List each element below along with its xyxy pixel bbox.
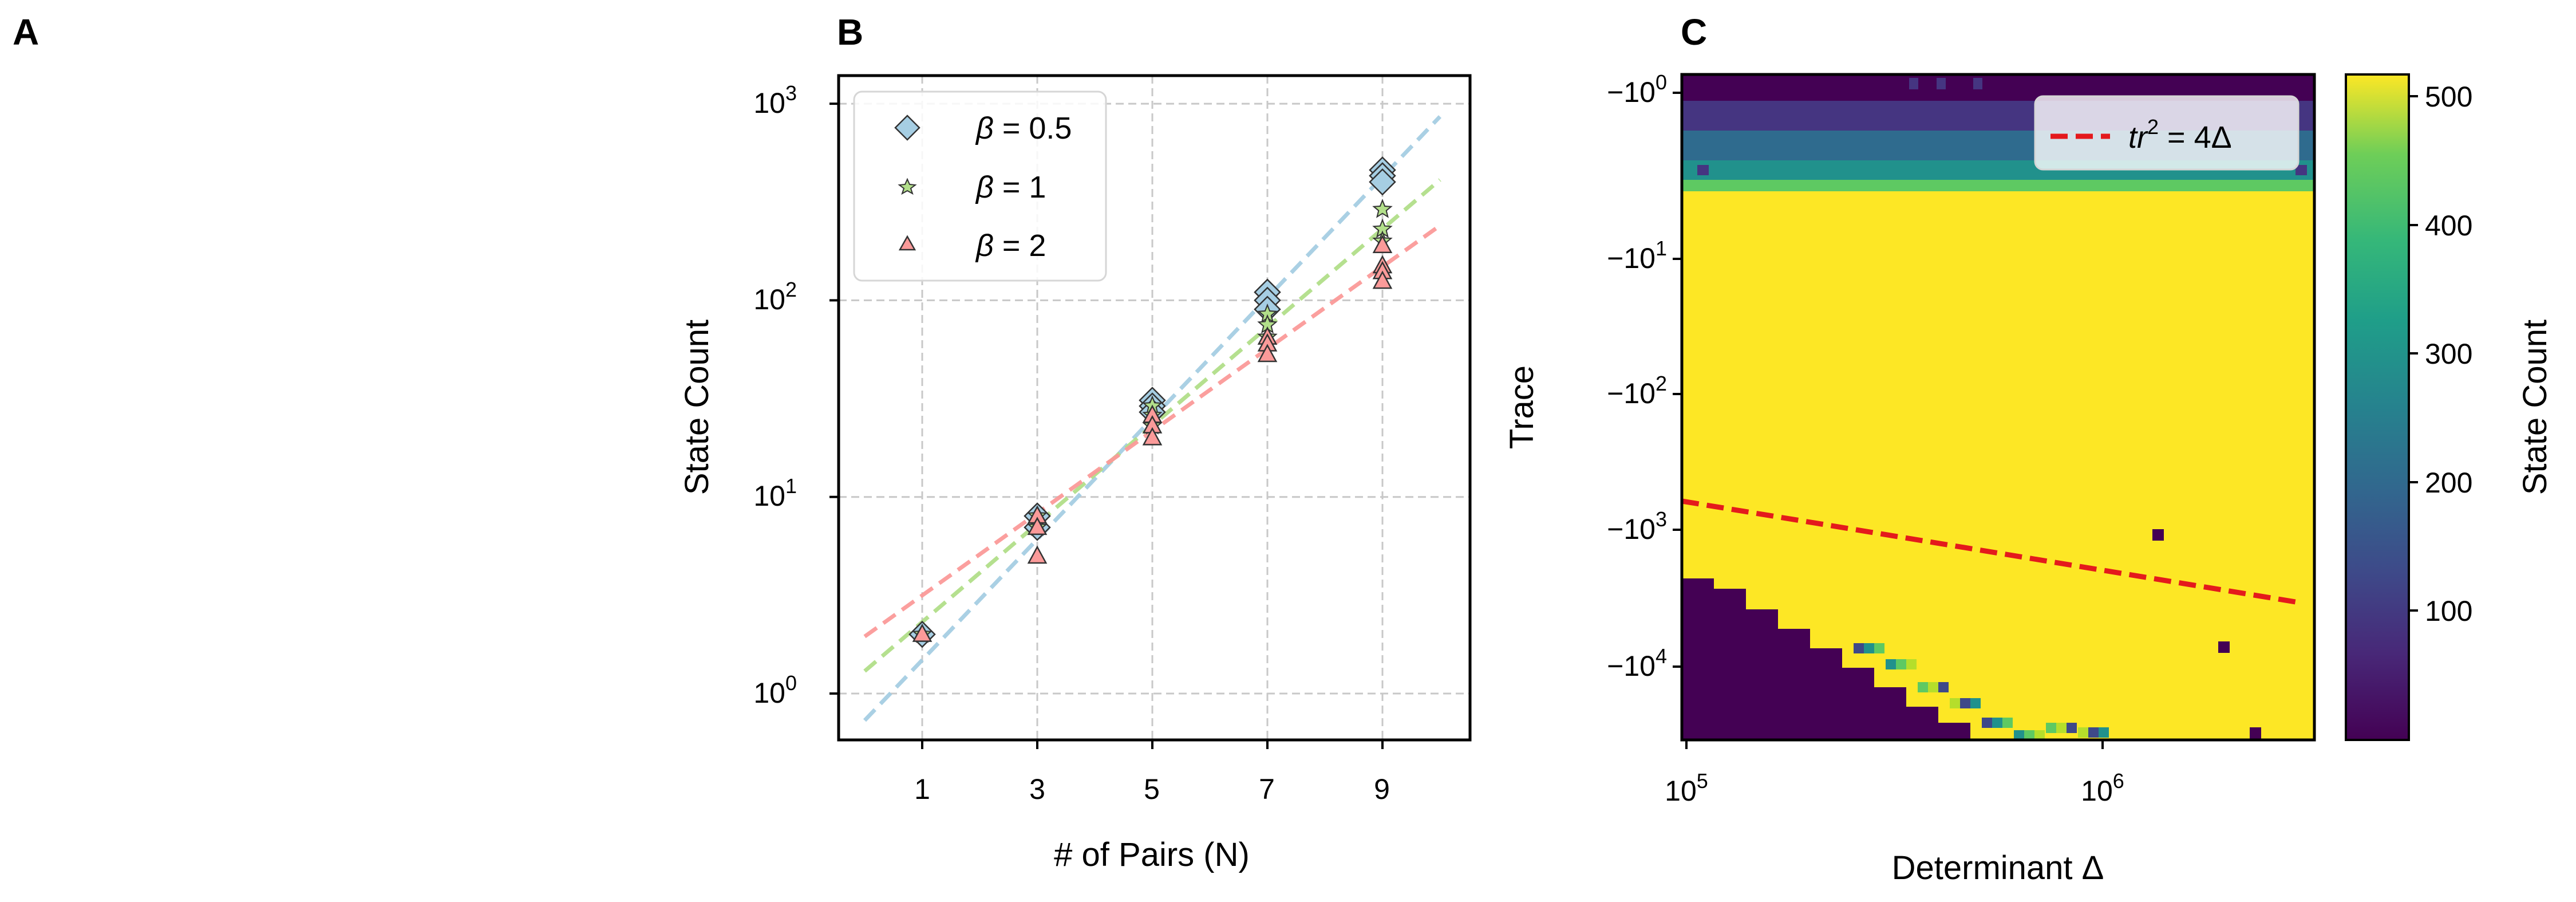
heatmap-edge-cell: [1906, 659, 1917, 669]
heatmap-edge-cell: [1992, 718, 2002, 728]
panel-c: −100 −101 −102 −103 −104 105 106 Determi…: [1503, 70, 2554, 887]
b-point-diamond: [1369, 168, 1396, 196]
b-ytick-label: 101: [753, 474, 797, 512]
heatmap-stray-cell: [2296, 165, 2307, 175]
b-xtick-label: 1: [914, 773, 930, 805]
legend-marker-diamond: [894, 115, 920, 141]
c-x-axis-label: Determinant Δ: [1892, 849, 2104, 887]
heatmap-edge-cell: [2056, 723, 2067, 733]
heatmap-stray-cell: [2152, 529, 2164, 541]
b-legend-label-1: β = 1: [975, 170, 1046, 204]
b-x-axis-label: # of Pairs (N): [1054, 836, 1250, 873]
b-legend: β = 0.5 β = 1 β = 2: [853, 90, 1107, 282]
panel-label-a: A: [13, 11, 39, 53]
b-point-triangle: [1142, 427, 1163, 446]
b-point-star: [1372, 198, 1393, 218]
heatmap-edge-cell: [2067, 723, 2077, 733]
c-xtick-label: 105: [1665, 769, 1708, 807]
heatmap-edge-cell: [1928, 682, 1938, 692]
tr2-4delta-line: [1681, 498, 2296, 605]
heatmap-edge-cell: [1960, 698, 1970, 708]
heatmap-edge-cells: [1854, 643, 2109, 740]
b-y-axis-label: State Count: [678, 320, 716, 495]
c-ytick-label: −100: [1607, 70, 1667, 108]
heatmap-edge-cell: [1982, 718, 1992, 728]
colorbar-tick-label: 100: [2425, 595, 2472, 627]
b-xtick-label: 3: [1029, 773, 1045, 805]
b-xtick-label: 9: [1374, 773, 1390, 805]
c-y-axis-label: Trace: [1503, 365, 1540, 449]
c-ytick-label: −103: [1607, 507, 1667, 545]
b-ytick-label: 100: [753, 671, 797, 709]
panel-label-c: C: [1681, 11, 1707, 53]
c-legend: tr2 = 4Δ: [2034, 95, 2300, 171]
heatmap-stray-cell: [1697, 165, 1709, 175]
b-xtick-label: 7: [1259, 773, 1275, 805]
panel-label-b: B: [837, 11, 863, 53]
heatmap-stray-cell: [1973, 78, 1982, 89]
b-legend-label-0: β = 0.5: [975, 111, 1072, 145]
b-point-triangle: [912, 624, 933, 642]
heatmap-edge-cell: [1938, 682, 1949, 692]
heatmap-stray-cell: [1937, 78, 1946, 89]
colorbar-tick-label: 300: [2425, 338, 2472, 370]
heatmap-edge-cell: [2088, 727, 2099, 738]
c-xtick-label: 106: [2081, 769, 2124, 807]
c-ytick-label: −104: [1607, 644, 1667, 682]
b-point-triangle: [1027, 517, 1048, 535]
colorbar-ticks: [2409, 95, 2418, 612]
c-ytick-label: −102: [1607, 372, 1667, 409]
c-ticks: [1673, 92, 2104, 749]
b-xtick-label: 5: [1144, 773, 1160, 805]
colorbar-tick-label: 200: [2425, 467, 2472, 499]
heatmap-stray-cell: [1909, 78, 1918, 89]
legend-marker-triangle: [898, 235, 916, 251]
heatmap-edge-cell: [2034, 730, 2045, 740]
b-point-triangle: [1027, 545, 1048, 564]
heatmap-edge-cell: [1918, 682, 1928, 692]
panel-b-frame: [837, 74, 1472, 742]
c-ytick-label: −101: [1607, 237, 1667, 274]
panel-c-frame: [1680, 73, 2316, 742]
heatmap-edge-cell: [2078, 727, 2088, 738]
colorbar: [2345, 73, 2410, 741]
heatmap-edge-cell: [1886, 659, 1896, 669]
heatmap-edge-cell: [2002, 718, 2013, 728]
heatmap-edge-cell: [1896, 659, 1906, 669]
heatmap-edge-cell: [1874, 643, 1884, 653]
heatmap-stray-cell: [2250, 727, 2261, 739]
heatmap-region-band-4: [1682, 180, 2314, 191]
heatmap-edge-cell: [1864, 643, 1874, 653]
heatmap-edge-cell: [1950, 698, 1960, 708]
heatmap-edge-cell: [1854, 643, 1864, 653]
legend-marker-star: [898, 178, 917, 195]
panel-b: 1 3 5 7 9 100 101 102 103 # of Pairs (N)…: [678, 74, 1472, 873]
b-ytick-label: 103: [753, 81, 797, 119]
heatmap-edge-cell: [2024, 730, 2034, 740]
heatmap-edge-cell: [1970, 698, 1981, 708]
b-point-triangle: [1372, 235, 1393, 253]
colorbar-label: State Count: [2516, 320, 2554, 495]
b-ytick-label: 102: [753, 278, 797, 316]
heatmap-edge-cell: [2014, 730, 2024, 740]
c-legend-label: tr2 = 4Δ: [2128, 115, 2232, 155]
b-point-triangle: [1372, 270, 1393, 289]
c-legend-box: [2034, 95, 2300, 171]
heatmap-edge-cell: [2099, 727, 2109, 738]
heatmap-region-low: [1682, 578, 1970, 739]
b-legend-label-2: β = 2: [975, 229, 1046, 263]
heatmap-stray-cell: [2218, 641, 2230, 653]
colorbar-tick-label: 500: [2425, 81, 2472, 113]
b-point-triangle: [1257, 344, 1278, 363]
colorbar-tick-label: 400: [2425, 210, 2472, 242]
b-legend-box: [853, 90, 1107, 282]
heatmap-edge-cell: [2046, 723, 2056, 733]
